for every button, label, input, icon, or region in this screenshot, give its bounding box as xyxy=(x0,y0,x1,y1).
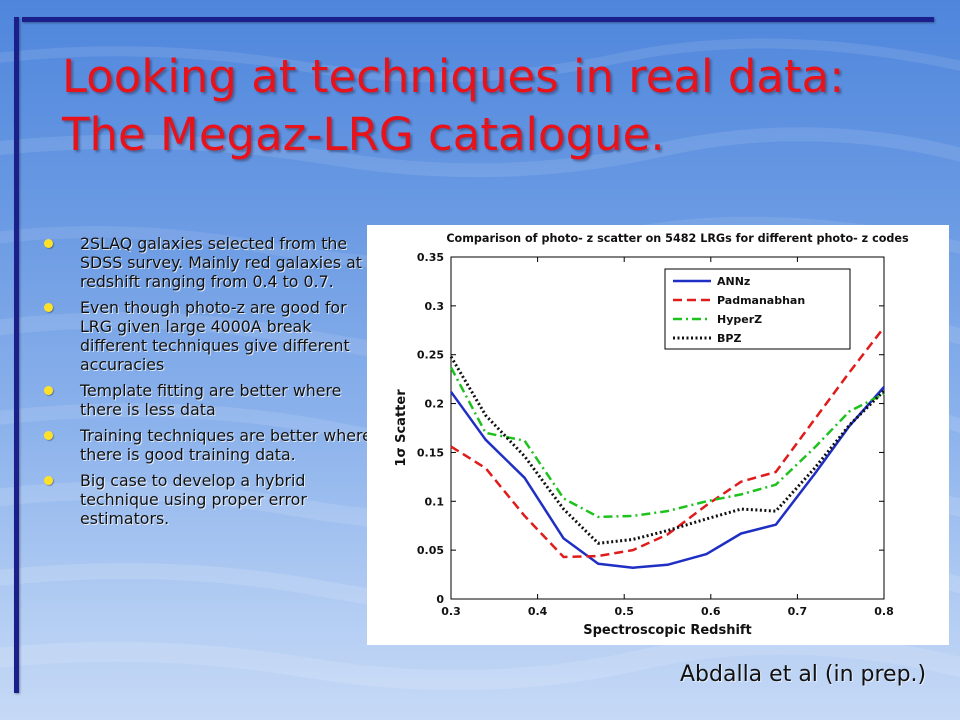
x-axis-label: Spectroscopic Redshift xyxy=(583,623,752,638)
bullet-text: Training techniques are better where the… xyxy=(80,426,372,464)
bullet-dot-icon xyxy=(44,386,53,395)
series-line-padmanabhan xyxy=(450,326,885,559)
bullet-text: Big case to develop a hybrid technique u… xyxy=(80,471,307,528)
bullet-text: 2SLAQ galaxies selected from the SDSS su… xyxy=(80,234,362,291)
x-tick-label: 0.6 xyxy=(701,605,721,618)
slide-title: Looking at techniques in real data: The … xyxy=(62,48,922,164)
bullet-dot-icon xyxy=(44,303,53,312)
x-tick-label: 0.7 xyxy=(788,605,808,618)
bullet-dot-icon xyxy=(44,239,53,248)
credit-text: Abdalla et al (in prep.) xyxy=(680,662,927,687)
x-tick-label: 0.3 xyxy=(441,605,461,618)
y-tick-label: 0.1 xyxy=(425,495,445,508)
bullet-item: Big case to develop a hybrid technique u… xyxy=(42,471,372,528)
chart-svg: Comparison of photo- z scatter on 5482 L… xyxy=(394,232,909,638)
series-line-bpz xyxy=(449,355,886,545)
x-tick-label: 0.4 xyxy=(528,605,548,618)
legend-box xyxy=(664,268,851,350)
title-line-1: Looking at techniques in real data: xyxy=(62,50,845,103)
legend-entry-bpz: BPZ xyxy=(717,332,741,345)
y-tick-label: 0.25 xyxy=(417,349,444,362)
bullet-item: Template fitting are better where there … xyxy=(42,381,372,419)
bullet-item: Training techniques are better where the… xyxy=(42,426,372,464)
series-line-annz xyxy=(449,386,885,569)
y-tick-label: 0.05 xyxy=(417,544,444,557)
x-tick-label: 0.5 xyxy=(614,605,634,618)
y-tick-label: 0 xyxy=(436,593,444,606)
bullet-dot-icon xyxy=(44,476,53,485)
y-tick-label: 0.15 xyxy=(417,446,444,459)
title-line-2: The Megaz-LRG catalogue. xyxy=(62,108,665,161)
x-tick-label: 0.8 xyxy=(874,605,894,618)
bullet-text: Even though photo-z are good for LRG giv… xyxy=(80,298,350,374)
bullet-text: Template fitting are better where there … xyxy=(80,381,342,419)
scatter-chart: Comparison of photo- z scatter on 5482 L… xyxy=(367,225,949,645)
bullet-dot-icon xyxy=(44,431,53,440)
plot-area-frame xyxy=(450,256,885,600)
chart-title: Comparison of photo- z scatter on 5482 L… xyxy=(446,232,909,245)
legend-entry-hyperz: HyperZ xyxy=(717,313,762,326)
legend-entry-padmanabhan: Padmanabhan xyxy=(717,294,805,307)
bullet-list: 2SLAQ galaxies selected from the SDSS su… xyxy=(42,234,372,535)
y-axis-label: 1σ Scatter xyxy=(394,389,409,467)
top-accent-bar xyxy=(22,17,934,22)
y-tick-label: 0.3 xyxy=(425,300,445,313)
bullet-item: Even though photo-z are good for LRG giv… xyxy=(42,298,372,374)
y-tick-label: 0.35 xyxy=(417,251,444,264)
left-accent-bar xyxy=(14,17,19,693)
bullet-item: 2SLAQ galaxies selected from the SDSS su… xyxy=(42,234,372,291)
legend-entry-annz: ANNz xyxy=(717,275,750,288)
series-line-hyperz xyxy=(449,366,885,519)
y-tick-label: 0.2 xyxy=(425,398,445,411)
